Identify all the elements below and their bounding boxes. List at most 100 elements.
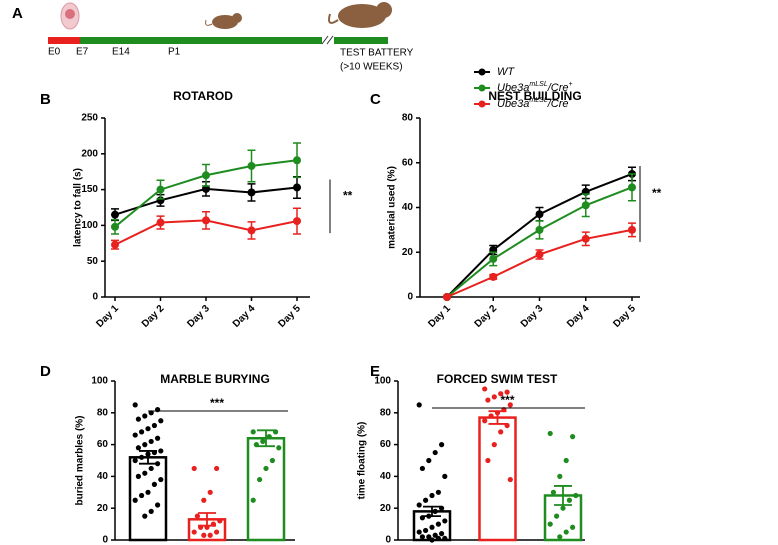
y-axis-label: latency to fall (s) — [73, 168, 84, 247]
data-dot — [432, 449, 438, 456]
data-dot — [491, 394, 497, 400]
legend-text-part: Ube3a — [497, 98, 529, 110]
legend-text-part: WT — [497, 66, 515, 78]
legend-text-part: /Cre — [547, 98, 569, 110]
timeline-test — [334, 37, 388, 44]
data-point — [247, 161, 256, 170]
data-dot — [570, 434, 576, 440]
data-dot — [201, 532, 207, 538]
legend-label: WT — [497, 66, 515, 78]
data-dot — [507, 402, 513, 408]
chart-title: MARBLE BURYING — [160, 372, 270, 386]
data-dot — [566, 497, 573, 503]
y-tick-label: 100 — [91, 376, 108, 387]
data-dot — [145, 426, 151, 432]
legend-text-part: mLSL — [529, 97, 547, 104]
data-dot — [416, 529, 422, 535]
error-bar — [423, 505, 441, 518]
data-point — [628, 183, 636, 192]
adult-mouse-icon — [328, 2, 392, 28]
y-tick-label: 100 — [374, 376, 391, 387]
data-dot — [139, 454, 145, 460]
data-dot — [435, 489, 441, 495]
timeline-postnatal — [80, 37, 322, 44]
data-point — [111, 240, 119, 249]
panel-label: E — [370, 363, 380, 380]
y-tick-label: 20 — [97, 503, 109, 514]
data-dot — [269, 457, 275, 464]
data-dot — [423, 497, 429, 503]
y-tick-label: 20 — [380, 503, 392, 514]
data-dot — [191, 529, 197, 535]
data-dot — [432, 532, 438, 538]
data-dot — [257, 476, 263, 483]
data-dot — [570, 524, 576, 530]
data-point — [489, 272, 498, 281]
legend-marker — [478, 100, 486, 108]
x-tick-label: Day 3 — [519, 303, 546, 330]
data-dot — [214, 465, 220, 472]
data-dot — [142, 413, 148, 419]
y-tick-label: 150 — [81, 184, 98, 195]
y-axis-label: buried marbles (%) — [75, 415, 86, 505]
data-dot — [439, 442, 445, 448]
data-point — [202, 216, 210, 225]
data-point — [293, 217, 301, 226]
break-mark — [326, 35, 334, 45]
data-dot — [435, 521, 441, 527]
y-tick-label: 200 — [81, 148, 98, 159]
error-bar — [257, 429, 275, 448]
data-point — [535, 225, 544, 234]
data-dot — [139, 429, 145, 435]
data-dot — [563, 457, 569, 464]
data-dot — [482, 386, 488, 392]
data-dot — [250, 497, 256, 503]
data-dot — [158, 418, 164, 424]
data-dot — [155, 461, 161, 467]
timeline-label: E0 — [48, 47, 61, 58]
y-tick-label: 60 — [97, 439, 109, 450]
data-point — [247, 226, 256, 235]
data-dot — [145, 489, 151, 495]
x-tick-label: Day 3 — [185, 303, 212, 330]
data-dot — [547, 521, 553, 527]
panel-label: A — [12, 5, 23, 22]
y-tick-label: 80 — [402, 113, 414, 124]
data-dot — [429, 524, 435, 530]
data-dot — [435, 535, 441, 542]
data-dot — [132, 402, 138, 408]
young-mouse-icon — [205, 13, 242, 29]
data-point — [202, 171, 210, 180]
data-dot — [155, 435, 161, 441]
data-dot — [158, 476, 164, 483]
data-dot — [550, 489, 557, 495]
data-point — [156, 185, 165, 194]
timeline-label: E7 — [76, 47, 89, 58]
legend-text-part: /Cre — [547, 82, 569, 94]
data-dot — [416, 502, 422, 508]
x-tick-label: Day 5 — [611, 303, 638, 330]
data-dot — [547, 430, 553, 437]
y-tick-label: 100 — [81, 220, 98, 231]
data-dot — [135, 445, 141, 451]
data-dot — [498, 429, 504, 435]
data-dot — [151, 481, 157, 487]
data-dot — [442, 518, 448, 524]
y-tick-label: 0 — [92, 292, 98, 303]
data-dot — [419, 534, 425, 540]
data-point — [293, 183, 301, 192]
y-tick-label: 20 — [402, 247, 414, 258]
data-dot — [557, 473, 563, 479]
x-tick-label: Day 1 — [426, 303, 453, 330]
timeline-prenatal — [48, 37, 80, 44]
data-dot — [439, 531, 445, 537]
y-tick-label: 60 — [402, 157, 414, 168]
y-tick-label: 50 — [87, 256, 99, 267]
panel-label: D — [40, 363, 51, 380]
data-dot — [426, 534, 432, 540]
legend-text-part: + — [569, 81, 573, 88]
timeline-end-sub: (>10 WEEKS) — [340, 62, 403, 73]
data-dot — [135, 416, 141, 422]
x-tick-label: Day 2 — [473, 303, 500, 330]
